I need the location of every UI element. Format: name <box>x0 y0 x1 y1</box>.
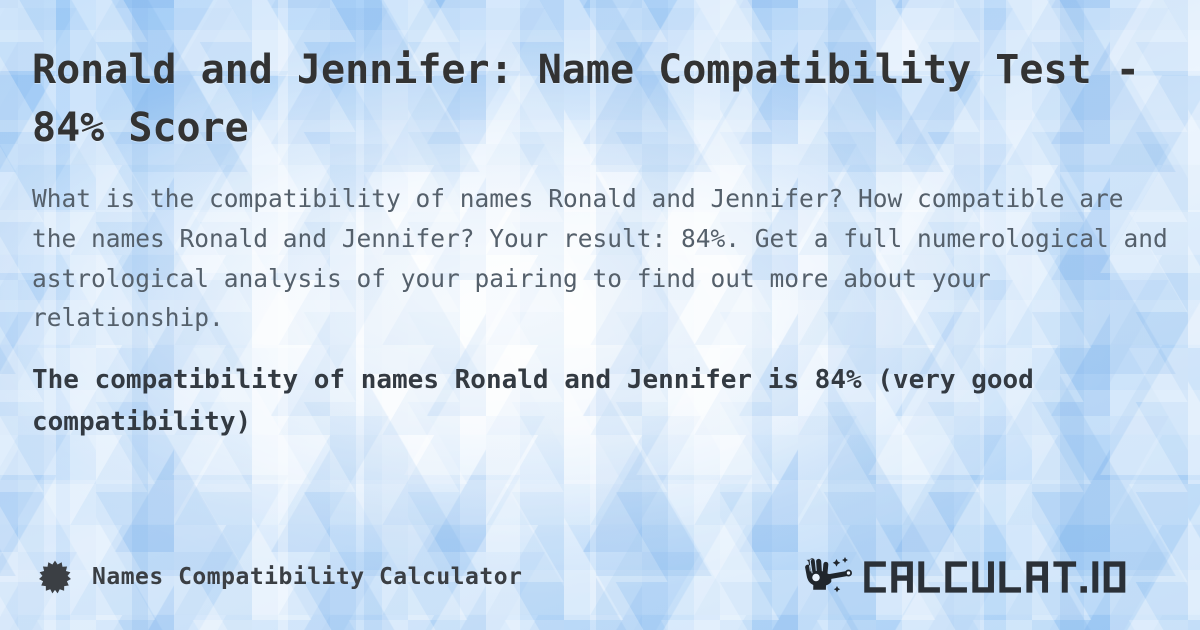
brand-group: Names Compatibility Calculator <box>38 560 522 594</box>
footer-bar: Names Compatibility Calculator <box>0 550 1200 604</box>
compatibility-result-text: The compatibility of names Ronald and Je… <box>32 364 1034 438</box>
page-title: Ronald and Jennifer: Name Compatibility … <box>32 47 1140 151</box>
brand-label: Names Compatibility Calculator <box>92 564 523 590</box>
hand-holding-magic-wand-icon <box>805 557 853 593</box>
starburst-badge-icon <box>39 560 71 594</box>
calculatio-wordmark <box>864 561 1126 593</box>
intro-paragraph: What is the compatibility of names Ronal… <box>32 184 1168 333</box>
calculatio-logo[interactable] <box>797 555 1164 599</box>
